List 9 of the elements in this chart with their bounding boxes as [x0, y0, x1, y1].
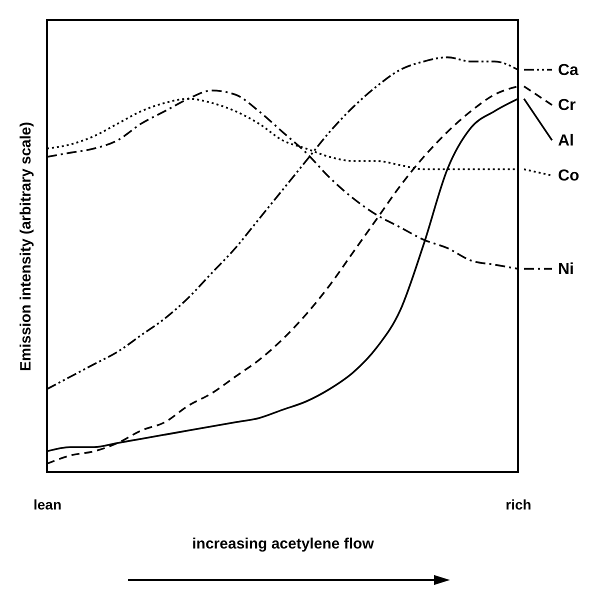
- legend-label: Cr: [558, 97, 576, 114]
- x-axis-title: increasing acetylene flow: [192, 536, 374, 552]
- legend-label: Ni: [558, 260, 574, 278]
- text: Al: [558, 132, 574, 150]
- legend-label: Ca: [558, 62, 579, 79]
- legend-label: Co: [558, 168, 580, 185]
- y-axis-title: Emission intensity (arbitrary scale): [18, 122, 34, 372]
- x-tick-label: rich: [506, 496, 532, 512]
- x-tick-label: lean: [33, 496, 62, 512]
